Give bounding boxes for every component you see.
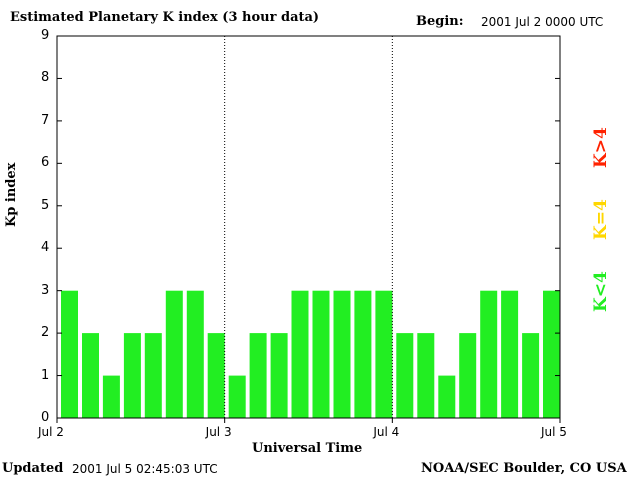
kp-bar [312,290,330,418]
plot-frame [56,35,561,419]
y-tick-label: 6 [41,155,50,171]
kp-bar [165,290,183,418]
legend-mid: K=4 [591,199,611,240]
y-tick-label: 1 [41,367,50,383]
kp-bar [354,290,372,418]
y-tick-label: 9 [41,28,50,43]
kp-bar [123,333,141,418]
kp-bar [501,290,519,418]
y-tick-label: 3 [41,282,50,298]
y-tick-label: 2 [41,325,50,341]
x-axis-ticks [56,418,561,423]
y-tick-label: 8 [41,70,50,86]
bars-group [61,290,560,418]
legend-high: K>4 [591,127,611,168]
kp-bar [438,375,456,418]
updated-label: Updated [2,461,64,476]
kp-bar [480,290,498,418]
y-tick-label: 0 [41,410,50,425]
kp-bar [144,333,162,418]
day-separators [224,36,393,418]
kp-bar [543,290,560,418]
x-tick-label: Jul 4 [373,425,400,439]
begin-value: 2001 Jul 2 0000 UTC [481,15,604,29]
kp-bar [61,290,78,418]
kp-bar [333,290,351,418]
kp-bar [522,333,540,418]
kp-bar [459,333,477,418]
x-tick-label: Jul 3 [205,425,232,439]
x-tick-label: Jul 5 [541,425,567,439]
chart-title: Estimated Planetary K index (3 hour data… [10,10,320,25]
kp-bar [270,333,288,418]
updated-value: 2001 Jul 5 02:45:03 UTC [72,462,218,476]
kp-bar [82,333,99,418]
begin-label: Begin: [416,14,464,29]
kp-bar [291,290,309,418]
y-tick-label: 7 [41,112,50,128]
y-tick-label: 4 [41,240,50,256]
x-axis-label: Universal Time [252,441,363,456]
y-axis-ticks [57,35,560,419]
legend-low: K<4 [591,271,611,312]
y-tick-label: 5 [41,197,50,213]
kp-bar [186,290,204,418]
kp-bar [396,333,414,418]
kp-bar [249,333,267,418]
source-credit: NOAA/SEC Boulder, CO USA [421,461,627,476]
kp-bar [228,375,246,418]
x-tick-label: Jul 2 [38,425,64,439]
kp-bar [375,290,393,418]
y-axis-label: Kp index [4,162,19,227]
kp-bar [102,375,120,418]
kp-bar [417,333,435,418]
kp-bar [207,333,225,418]
